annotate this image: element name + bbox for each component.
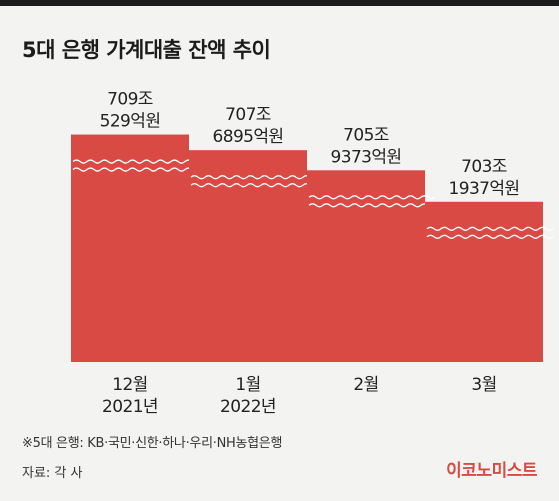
footnote: ※5대 은행: KB·국민·신한·하나·우리·NH농협은행 bbox=[22, 436, 283, 451]
category-label: 2월 bbox=[353, 375, 378, 395]
bar-4 bbox=[425, 201, 543, 362]
data-label: 707조 bbox=[225, 105, 271, 125]
axis-break-line bbox=[308, 195, 436, 200]
brand-logo: 이코노미스트 bbox=[446, 461, 537, 481]
category-label: 2021년 bbox=[102, 397, 158, 417]
axis-break-line bbox=[72, 159, 200, 164]
bar-3 bbox=[307, 170, 425, 362]
axis-break-line bbox=[190, 183, 318, 188]
bar-2 bbox=[189, 150, 307, 362]
category-label: 1월 bbox=[235, 375, 260, 395]
source-note: 자료: 각 사 bbox=[22, 466, 83, 481]
data-label: 9373억원 bbox=[331, 147, 402, 167]
axis-break-line bbox=[190, 175, 318, 180]
data-label: 703조 bbox=[461, 157, 507, 177]
chart-title: 5대 은행 가계대출 잔액 추이 bbox=[22, 38, 271, 62]
top-bar bbox=[0, 0, 559, 6]
bar-1 bbox=[71, 134, 189, 362]
category-label: 12월 bbox=[112, 375, 147, 395]
data-label: 705조 bbox=[343, 125, 389, 145]
axis-break-line bbox=[426, 234, 554, 239]
axis-break-line bbox=[308, 203, 436, 208]
category-label: 3월 bbox=[471, 375, 496, 395]
axis-break-line bbox=[426, 226, 554, 231]
data-label: 709조 bbox=[107, 90, 153, 110]
data-label: 6895억원 bbox=[213, 127, 284, 147]
axis-break-line bbox=[72, 167, 200, 172]
data-label: 529억원 bbox=[100, 112, 161, 132]
data-label: 1937억원 bbox=[449, 179, 520, 199]
category-label: 2022년 bbox=[220, 397, 276, 417]
